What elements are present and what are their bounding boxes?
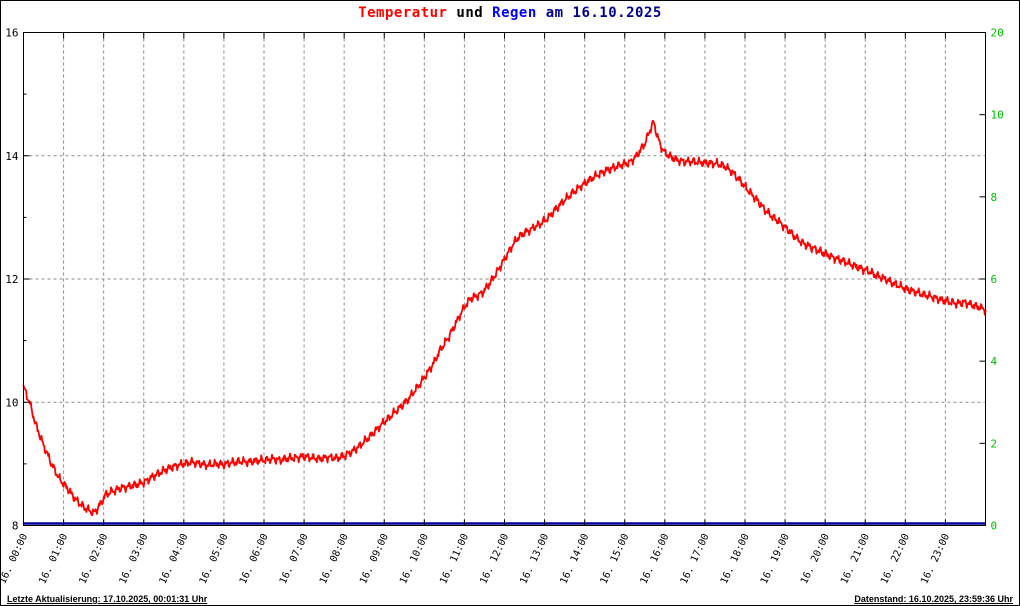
x-tick-label: 16. 22:00	[879, 532, 912, 586]
last-update-text: Letzte Aktualisierung: 17.10.2025, 00:01…	[7, 594, 208, 604]
chart-title: Temperatur und Regen am 16.10.2025	[1, 5, 1019, 21]
temperature-curve	[22, 119, 987, 516]
y-right-tick-label: 20	[991, 27, 1004, 40]
x-tick-label: 16. 01:00	[37, 532, 70, 586]
title-und: und	[447, 5, 493, 21]
x-tick-label: 16. 06:00	[238, 532, 271, 586]
x-tick-label: 16. 20:00	[799, 532, 832, 586]
title-temperatur: Temperatur	[358, 5, 448, 21]
x-tick-label: 16. 19:00	[759, 532, 792, 586]
x-tick-label: 16. 03:00	[118, 532, 151, 586]
y-right-tick-label: 0	[991, 520, 998, 533]
y-left-tick-label: 16	[5, 27, 18, 40]
y-right-tick-label: 8	[991, 191, 998, 204]
y-right-tick-label: 6	[991, 273, 998, 286]
x-tick-label: 16. 18:00	[719, 532, 752, 586]
x-tick-label: 16. 08:00	[318, 532, 351, 586]
x-tick-label: 16. 16:00	[639, 532, 672, 586]
y-right-tick-label: 2	[991, 437, 998, 450]
y-left-tick-label: 14	[5, 150, 19, 163]
x-tick-label: 16. 09:00	[358, 532, 391, 586]
y-left-tick-label: 10	[5, 396, 18, 409]
y-left-tick-label: 12	[5, 273, 18, 286]
y-right-tick-label: 4	[991, 355, 998, 368]
x-tick-label: 16. 15:00	[599, 532, 632, 586]
x-tick-label: 16. 00:00	[1, 532, 30, 586]
x-tick-label: 16. 10:00	[398, 532, 431, 586]
x-tick-label: 16. 13:00	[518, 532, 551, 586]
x-tick-label: 16. 02:00	[78, 532, 111, 586]
x-tick-label: 16. 04:00	[158, 532, 191, 586]
x-tick-label: 16. 11:00	[438, 532, 471, 586]
y-right-tick-label: 10	[991, 109, 1004, 122]
x-tick-label: 16. 05:00	[198, 532, 231, 586]
title-date: am 16.10.2025	[536, 5, 662, 21]
x-tick-label: 16. 23:00	[919, 532, 952, 586]
x-tick-label: 16. 17:00	[679, 532, 712, 586]
x-tick-label: 16. 21:00	[839, 532, 872, 586]
x-tick-label: 16. 07:00	[278, 532, 311, 586]
title-regen: Regen	[492, 5, 537, 21]
x-tick-label: 16. 14:00	[559, 532, 592, 586]
data-state-text: Datenstand: 16.10.2025, 23:59:36 Uhr	[854, 594, 1013, 604]
y-left-tick-label: 8	[12, 520, 19, 533]
x-tick-label: 16. 12:00	[478, 532, 511, 586]
